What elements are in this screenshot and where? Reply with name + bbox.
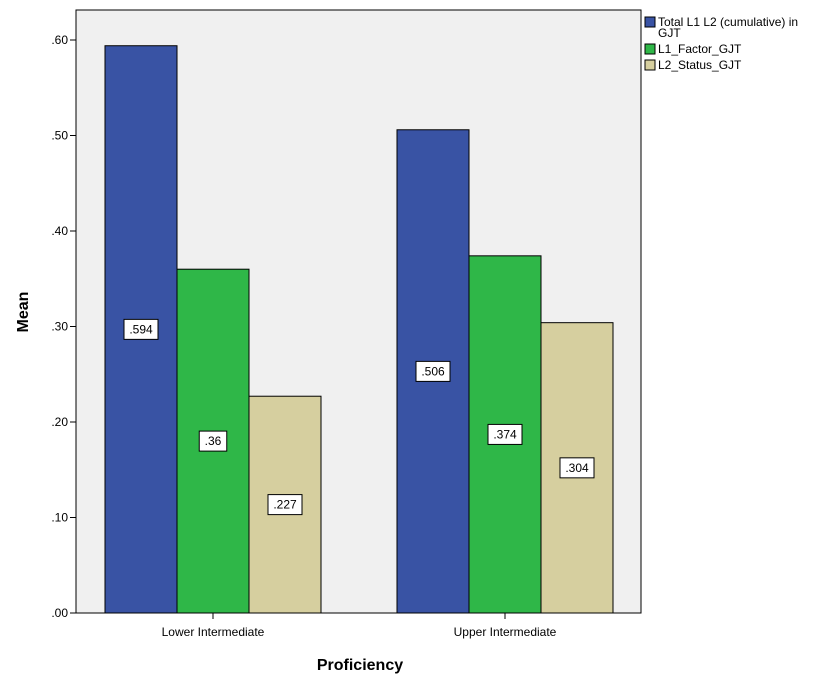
data-label: .227 — [273, 498, 297, 512]
bar-group: .594 .36 .227 .506 .374 .304 — [104, 45, 614, 614]
x-tick-label: Lower Intermediate — [162, 625, 265, 639]
y-axis-title: Mean — [15, 292, 32, 333]
x-axis: Lower Intermediate Upper Intermediate — [162, 613, 557, 639]
legend-swatch — [644, 16, 656, 28]
data-label: .304 — [565, 461, 589, 475]
y-tick-label: .50 — [51, 129, 68, 143]
legend-swatch — [644, 59, 656, 71]
y-tick-label: .30 — [51, 320, 68, 334]
y-tick-label: .60 — [51, 33, 68, 47]
data-label: .594 — [129, 322, 153, 336]
data-label: .506 — [421, 364, 445, 378]
legend-swatch — [644, 43, 656, 55]
y-tick-label: .20 — [51, 415, 68, 429]
data-label-box — [123, 318, 159, 340]
legend-label: GJT — [658, 26, 681, 40]
y-tick-label: .10 — [51, 511, 68, 525]
x-axis-title: Proficiency — [317, 657, 403, 674]
legend-label: L2_Status_GJT — [658, 58, 742, 72]
data-label: .374 — [493, 427, 517, 441]
legend-label: Total L1 L2 (cumulative) in — [658, 15, 798, 29]
data-label-box — [487, 423, 523, 445]
x-tick-label: Upper Intermediate — [454, 625, 557, 639]
data-label-box — [198, 430, 228, 452]
data-label-box — [415, 360, 451, 382]
legend-label: L1_Factor_GJT — [658, 42, 742, 56]
data-label-box — [559, 457, 595, 479]
y-tick-label: .00 — [51, 606, 68, 620]
bar — [540, 322, 614, 614]
y-axis: .00 .10 .20 .30 .40 .50 .60 — [51, 33, 76, 620]
data-label-box — [267, 494, 303, 516]
data-label: .36 — [205, 434, 222, 448]
bar — [468, 255, 542, 614]
y-tick-label: .40 — [51, 224, 68, 238]
